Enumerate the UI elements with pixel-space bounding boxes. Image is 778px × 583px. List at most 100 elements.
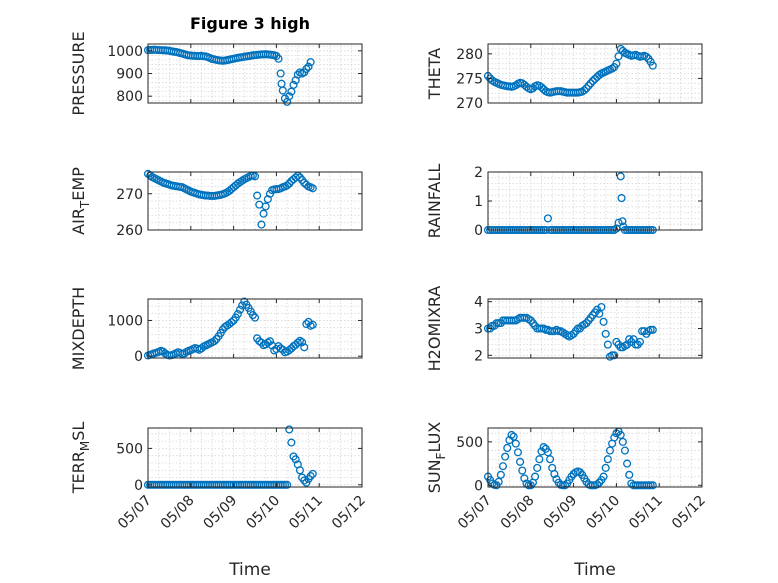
terr-msl-x-tick-label: 05/10 <box>243 493 283 533</box>
terr-msl-data-point <box>295 466 304 475</box>
theta-data-point <box>614 52 623 61</box>
terr-msl-x-tick-label: 05/12 <box>329 493 369 533</box>
rainfall-data-point <box>618 217 627 226</box>
air-temp-axes-frame <box>147 171 363 231</box>
h2omixra-y-tick-label: 3 <box>474 322 483 338</box>
terr-msl-y-axis-label: TERRMSL <box>69 422 92 495</box>
sun-flux-data-point <box>494 477 503 486</box>
sun-flux-data-point <box>535 455 544 464</box>
mixdepth-data-point <box>248 311 257 320</box>
theta-data-point <box>582 84 591 93</box>
sun-flux-y-tick-label: 500 <box>456 435 483 451</box>
theta-data-point <box>584 81 593 90</box>
h2omixra-data-point <box>648 325 657 334</box>
air-temp-y-axis-label: AIRTEMP <box>69 167 92 235</box>
rainfall-data-point <box>617 194 626 203</box>
pressure-data-point <box>274 54 283 63</box>
air-temp-y-tick-label: 260 <box>116 223 143 239</box>
terr-msl-y-tick-label: 0 <box>134 478 143 494</box>
sun-flux-data-point <box>520 474 529 483</box>
sun-flux-x-tick-label: 05/08 <box>498 493 538 533</box>
theta-y-tick-label: 270 <box>456 96 483 112</box>
sun-flux-axes-frame <box>487 427 703 488</box>
theta-data-point <box>595 70 604 80</box>
pressure-data-point <box>289 80 298 89</box>
mixdepth-data-point <box>180 349 189 358</box>
pressure-y-axis-label: PRESSURE <box>69 31 88 115</box>
sun-flux-x-tick-label: 05/09 <box>541 493 581 533</box>
rainfall-y-tick-label: 2 <box>474 165 483 181</box>
theta-y-tick-label: 280 <box>456 47 483 63</box>
sun-flux-data-point <box>546 455 555 464</box>
time-label-right: Time <box>573 560 616 580</box>
mixdepth-data-point <box>298 338 307 347</box>
sun-flux-data-point <box>543 448 552 457</box>
air-temp-data-point <box>283 181 292 190</box>
terr-msl-data-point <box>300 476 309 485</box>
theta-data-point <box>648 61 657 70</box>
pressure-y-tick-label: 900 <box>116 67 143 83</box>
terr-msl-x-tick-label: 05/07 <box>115 493 155 533</box>
h2omixra-data-point <box>610 351 619 360</box>
theta-data-point <box>580 86 589 95</box>
rainfall-y-tick-label: 1 <box>474 194 483 210</box>
air-temp-data-point <box>261 202 270 211</box>
terr-msl-axes-frame <box>147 427 363 488</box>
figure-title: Figure 3 high <box>190 14 310 33</box>
mixdepth-data-point <box>265 337 275 346</box>
h2omixra-data-point <box>601 329 610 338</box>
sun-flux-data-point <box>518 466 527 475</box>
air-temp-data-point <box>302 180 311 189</box>
mixdepth-data-point <box>233 309 242 319</box>
sun-flux-data-point <box>616 430 625 439</box>
air-temp-data-point <box>238 176 247 185</box>
sun-flux-y-tick-label: 0 <box>474 478 483 494</box>
sun-flux-data-point <box>618 437 627 446</box>
terr-msl-x-tick-label: 05/08 <box>158 493 198 533</box>
air-temp-data-point <box>250 172 260 181</box>
theta-axes-frame <box>487 43 703 104</box>
sun-flux-x-tick-label: 05/12 <box>669 493 709 533</box>
air-temp-data-point <box>308 184 317 193</box>
h2omixra-y-axis-label: H2OMIXRA <box>425 286 444 372</box>
mixdepth-y-tick-label: 0 <box>134 349 143 365</box>
rainfall-data-point <box>543 214 552 223</box>
terr-msl-y-tick-label: 500 <box>116 441 143 457</box>
sun-flux-data-point <box>648 481 657 490</box>
terr-msl-data-point <box>308 469 317 478</box>
pressure-data-point <box>302 64 311 74</box>
mixdepth-data-point <box>293 338 302 347</box>
air-temp-data-point <box>253 191 262 200</box>
pressure-data-point <box>306 58 315 67</box>
theta-data-point <box>586 79 595 88</box>
sun-flux-data-point <box>603 455 612 464</box>
terr-msl-data-point <box>287 438 296 447</box>
air-temp-data-point <box>257 220 266 229</box>
sun-flux-data-point <box>625 470 634 479</box>
rainfall-y-axis-label: RAINFALL <box>425 164 444 239</box>
terr-msl-data-point <box>285 425 294 434</box>
theta-data-point <box>488 76 497 85</box>
sun-flux-data-point <box>498 462 508 471</box>
mixdepth-data-point <box>235 305 245 314</box>
sun-flux-data-point <box>496 470 505 479</box>
sun-flux-data-point <box>550 469 559 479</box>
pressure-data-point <box>285 92 294 101</box>
pressure-data-point <box>276 69 285 78</box>
h2omixra-data-point <box>603 340 612 349</box>
sun-flux-data-point <box>507 430 516 439</box>
air-temp-data-point <box>259 209 268 218</box>
h2omixra-y-tick-label: 2 <box>474 348 483 364</box>
theta-data-point <box>646 57 655 66</box>
theta-data-point <box>642 52 651 61</box>
sun-flux-data-point <box>503 443 512 453</box>
h2omixra-data-point <box>599 317 608 326</box>
terr-msl-data-point <box>306 472 315 481</box>
sun-flux-data-point <box>601 463 610 472</box>
theta-y-axis-label: THETA <box>425 48 444 100</box>
mixdepth-data-point <box>300 343 309 352</box>
theta-y-tick-label: 275 <box>456 71 483 87</box>
sun-flux-x-tick-label: 05/11 <box>626 493 666 533</box>
